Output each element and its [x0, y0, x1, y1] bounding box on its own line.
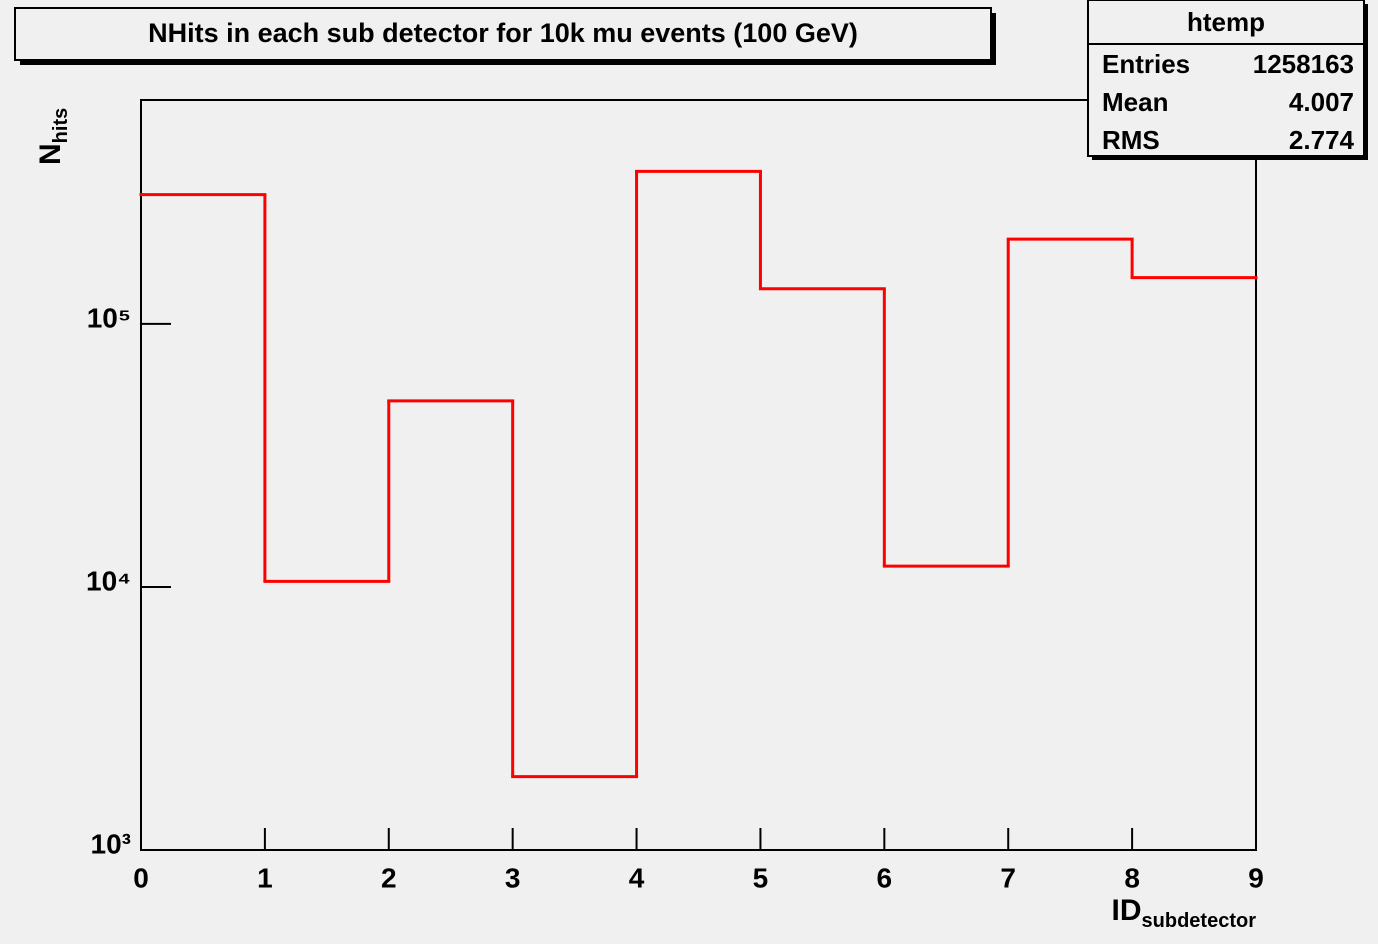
plot-frame: [140, 99, 1257, 851]
x-tick-label: 3: [505, 862, 521, 893]
y-axis-label: Nhits: [34, 108, 72, 165]
x-tick-label: 9: [1248, 862, 1264, 893]
chart-title: NHits in each sub detector for 10k mu ev…: [148, 18, 858, 48]
y-tick-label: 10⁴: [86, 565, 131, 596]
x-tick-label: 2: [381, 862, 397, 893]
y-tick-label: 10³: [91, 828, 131, 859]
y-axis-label-sub: hits: [50, 108, 72, 144]
stats-value: 1258163: [1253, 49, 1354, 79]
x-tick-label: 6: [877, 862, 893, 893]
x-axis-label: IDsubdetector: [1112, 894, 1257, 932]
x-axis-label-sub: subdetector: [1142, 910, 1257, 932]
stats-title: htemp: [1187, 7, 1265, 37]
stats-box: [1087, 0, 1365, 157]
title-box: [14, 7, 992, 61]
x-tick-label: 4: [629, 862, 645, 893]
y-tick-label: 10⁵: [87, 302, 131, 333]
x-tick-label: 7: [1000, 862, 1016, 893]
x-tick-label: 8: [1124, 862, 1140, 893]
stats-label: RMS: [1102, 125, 1160, 155]
y-axis-label-main: N: [34, 143, 67, 165]
stats-label: Entries: [1102, 49, 1190, 79]
x-tick-label: 5: [753, 862, 769, 893]
stats-value: 4.007: [1289, 87, 1354, 117]
x-axis-label-main: ID: [1112, 894, 1142, 927]
stats-value: 2.774: [1289, 125, 1355, 155]
stats-label: Mean: [1102, 87, 1168, 117]
x-tick-label: 1: [257, 862, 273, 893]
x-tick-label: 0: [133, 862, 149, 893]
